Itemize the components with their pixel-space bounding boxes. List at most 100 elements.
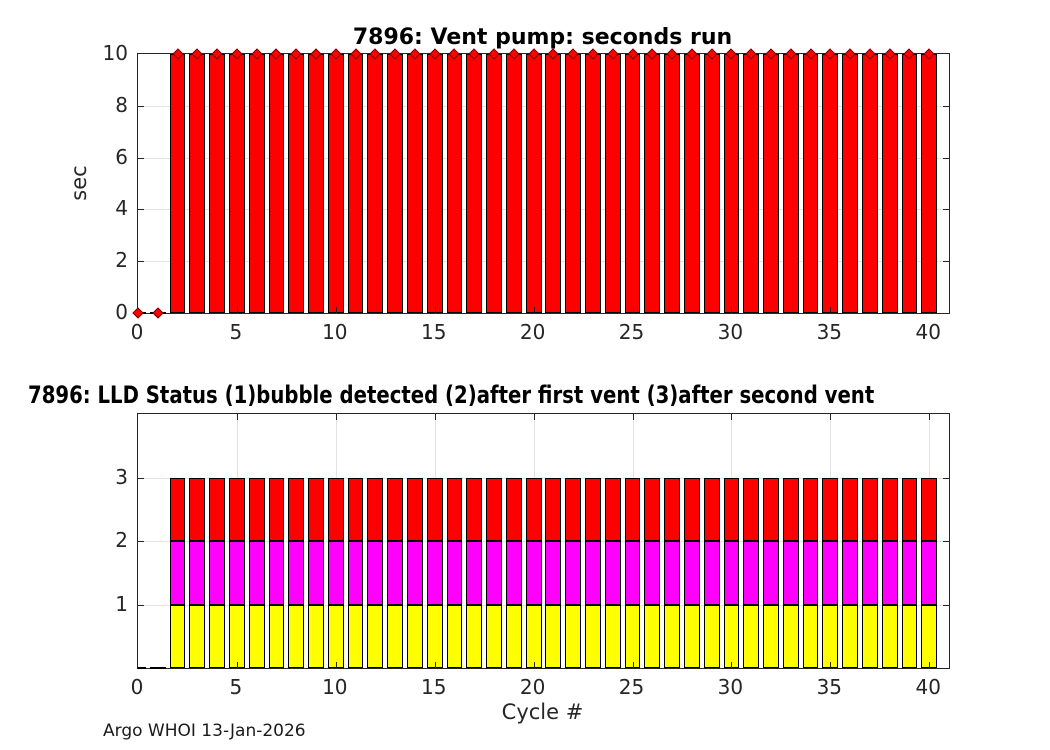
stacked-bar-segment xyxy=(782,604,799,668)
x-tick-mark xyxy=(335,307,337,313)
stacked-bar-segment xyxy=(565,604,582,668)
bar xyxy=(861,54,878,313)
zero-value-bar xyxy=(149,667,166,669)
stacked-bar-segment xyxy=(426,477,443,541)
bottom-chart-title: 7896: LLD Status (1)bubble detected (2)a… xyxy=(28,381,875,409)
y-tick-mark-right xyxy=(943,477,949,479)
stacked-bar-segment xyxy=(347,604,364,668)
stacked-bar-segment xyxy=(268,541,285,605)
stacked-bar-segment xyxy=(842,604,858,668)
stacked-bar-segment xyxy=(169,477,186,541)
stacked-bar-segment xyxy=(446,477,463,541)
y-tick-label: 10 xyxy=(102,41,128,65)
bar xyxy=(901,54,918,313)
stacked-bar-segment xyxy=(248,477,265,541)
bar xyxy=(802,54,819,313)
bar xyxy=(921,54,938,313)
zero-value-bar xyxy=(138,667,146,669)
bar xyxy=(585,54,601,313)
x-tick-label: 25 xyxy=(618,320,645,344)
stacked-bar-segment xyxy=(723,604,740,668)
x-tick-mark-top xyxy=(533,414,535,420)
bar xyxy=(703,54,720,313)
y-tick-mark-right xyxy=(943,157,949,159)
bar xyxy=(169,54,186,313)
x-tick-mark xyxy=(335,662,337,668)
x-tick-mark xyxy=(533,307,535,313)
stacked-bar-segment xyxy=(901,477,918,541)
bar xyxy=(604,54,621,313)
stacked-bar-segment xyxy=(683,541,700,605)
stacked-bar-segment xyxy=(703,541,720,605)
x-tick-mark xyxy=(434,662,436,668)
stacked-bar-segment xyxy=(861,541,878,605)
stacked-bar-segment xyxy=(466,477,483,541)
y-tick-label: 3 xyxy=(115,464,128,489)
stacked-bar-segment xyxy=(664,604,680,668)
x-tick-label: 35 xyxy=(816,675,843,699)
stacked-bar-segment xyxy=(644,604,661,668)
stacked-bar-segment xyxy=(209,477,226,541)
stacked-bar-segment xyxy=(308,541,324,605)
stacked-bar-segment xyxy=(723,541,740,605)
bar xyxy=(288,54,305,313)
bar xyxy=(683,54,700,313)
stacked-bar-segment xyxy=(782,477,799,541)
stacked-bar-segment xyxy=(881,477,898,541)
x-tick-mark-top xyxy=(335,414,337,420)
x-axis-label: Cycle # xyxy=(501,700,584,724)
y-tick-mark xyxy=(138,477,144,479)
x-tick-label: 5 xyxy=(229,320,243,344)
h-gridline xyxy=(138,541,949,542)
bar xyxy=(347,54,364,313)
stacked-bar-segment xyxy=(308,604,324,668)
bar xyxy=(486,54,502,313)
stacked-bar-segment xyxy=(327,604,344,668)
y-tick-label: 0 xyxy=(115,300,128,324)
y-tick-mark-right xyxy=(943,209,949,211)
stacked-bar-segment xyxy=(723,477,740,541)
stacked-bar-segment xyxy=(901,541,918,605)
x-tick-label: 0 xyxy=(130,320,144,344)
y-tick-mark xyxy=(138,541,144,542)
x-tick-label: 10 xyxy=(322,675,348,699)
x-tick-label: 20 xyxy=(519,320,546,344)
stacked-bar-segment xyxy=(624,604,641,668)
top-chart-y-axis-label: sec xyxy=(67,165,91,201)
y-tick-label: 4 xyxy=(115,196,128,221)
vent-pump-plot-area xyxy=(132,48,950,319)
stacked-bar-segment xyxy=(169,604,186,668)
stacked-bar-segment xyxy=(288,604,305,668)
stacked-bar-segment xyxy=(505,541,522,605)
bar xyxy=(565,54,582,313)
stacked-bar-segment xyxy=(743,604,760,668)
stacked-bar-segment xyxy=(308,477,324,541)
stacked-bar-segment xyxy=(387,604,404,668)
stacked-bar-segment xyxy=(486,604,502,668)
bar xyxy=(367,54,384,313)
stacked-bar-segment xyxy=(387,477,404,541)
bar xyxy=(525,54,542,313)
y-tick-label: 2 xyxy=(115,528,128,552)
bar xyxy=(881,54,898,313)
data-point-diamond xyxy=(132,307,144,319)
x-tick-label: 10 xyxy=(322,320,348,344)
footer-annotation: Argo WHOI 13-Jan-2026 xyxy=(103,721,306,741)
x-tick-label: 15 xyxy=(420,675,447,699)
stacked-bar-segment xyxy=(624,541,641,605)
stacked-bar-segment xyxy=(189,604,206,668)
x-tick-mark-top xyxy=(929,414,931,420)
stacked-bar-segment xyxy=(228,541,245,605)
x-tick-label: 15 xyxy=(420,320,447,344)
stacked-bar-segment xyxy=(802,604,819,668)
stacked-bar-segment xyxy=(545,604,562,668)
stacked-bar-segment xyxy=(664,541,680,605)
stacked-bar-segment xyxy=(743,477,760,541)
stacked-bar-segment xyxy=(367,541,384,605)
x-tick-mark xyxy=(533,662,535,668)
stacked-bar-segment xyxy=(901,604,918,668)
stacked-bar-segment xyxy=(822,604,839,668)
bar xyxy=(248,54,265,313)
stacked-bar-segment xyxy=(426,604,443,668)
